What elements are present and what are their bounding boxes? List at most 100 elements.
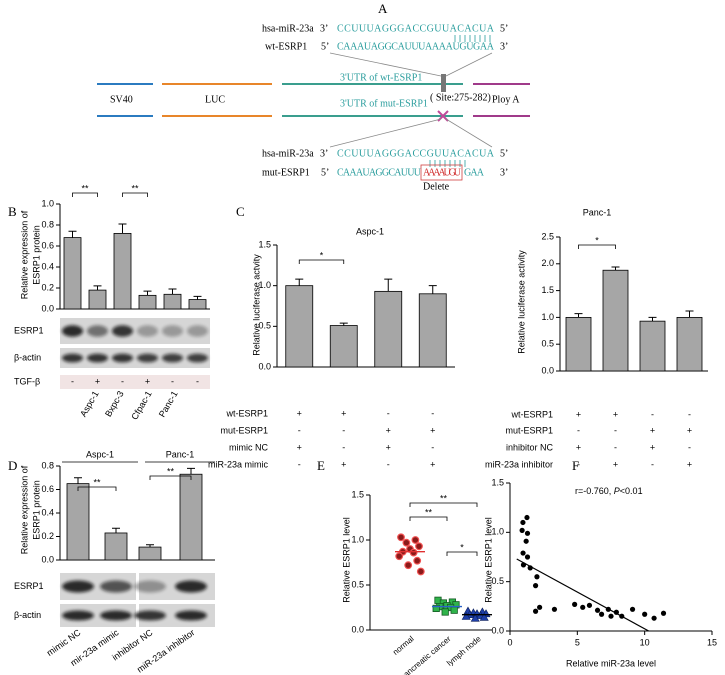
significance-bracket <box>446 551 478 556</box>
treatment-label: inhibitor NC <box>506 442 554 452</box>
error-bar <box>648 316 657 322</box>
y-tick-label: 0.4 <box>41 261 54 271</box>
error-bar <box>187 467 195 475</box>
y-axis-label: Relative ESRP1 level <box>341 517 351 603</box>
error-bar <box>574 313 583 318</box>
y-tick-label: 2.5 <box>541 231 554 241</box>
blot-label: ESRP1 <box>14 581 44 591</box>
y-tick-label: 0.5 <box>351 579 364 589</box>
point <box>520 550 526 556</box>
treatment-sign: + <box>386 442 391 452</box>
significance-bracket <box>578 244 616 249</box>
bar <box>138 546 162 561</box>
annotation-part: <0.01 <box>620 486 643 496</box>
blot-background <box>60 318 210 344</box>
element-label: LUC <box>205 94 225 105</box>
blot-band <box>62 610 94 621</box>
treatment-sign: + <box>297 442 302 452</box>
treatment-sign: - <box>298 425 301 435</box>
blot-band <box>137 353 158 363</box>
y-tick-label: 0.2 <box>41 531 54 541</box>
bar <box>188 299 207 310</box>
treatment-sign: - <box>577 459 580 469</box>
treatment-label: miR-23a mimic <box>208 459 269 469</box>
seq-end: 5’ <box>500 148 508 159</box>
bar <box>374 290 403 368</box>
significance-bracket <box>409 502 478 507</box>
bar <box>565 316 592 372</box>
treatment-sign: - <box>387 459 390 469</box>
bar <box>113 232 132 310</box>
bar <box>179 473 203 561</box>
point <box>537 604 543 610</box>
x-tick-label: lymph node <box>445 634 483 668</box>
x-tick-label: Aspc-1 <box>78 389 101 418</box>
error-bar <box>168 288 177 295</box>
y-axis-label: Relative luciferase actvity <box>251 254 261 356</box>
blot-band <box>100 610 132 621</box>
point <box>441 608 449 616</box>
connector <box>329 52 493 77</box>
point <box>598 611 605 617</box>
treatment-background <box>60 375 210 389</box>
treatment-label: wt-ESRP1 <box>510 409 553 419</box>
y-tick-label: 1.5 <box>491 477 504 487</box>
y-tick-label: 0.8 <box>41 460 54 470</box>
mirna-name: hsa-miR-23a <box>262 148 314 159</box>
point <box>642 611 648 617</box>
error-bar <box>143 290 152 296</box>
y-tick-label: 2.0 <box>541 258 554 268</box>
y-tick-label: 0.6 <box>41 484 54 494</box>
y-tick-label: 1.5 <box>258 239 271 249</box>
target-name: mut-ESRP1 <box>262 167 310 178</box>
y-tick-label: 1.0 <box>541 312 554 322</box>
bar <box>676 316 703 372</box>
point <box>470 613 480 622</box>
blot-label: β-actin <box>14 352 41 362</box>
point <box>479 612 489 621</box>
element-label: SV40 <box>110 94 133 105</box>
treatment-sign: + <box>613 459 618 469</box>
point <box>520 519 526 526</box>
y-tick-label: 0.0 <box>491 625 504 635</box>
target-seq: CAAAUAGGCAUUU <box>337 167 422 178</box>
target-seq: GAA <box>464 167 485 178</box>
blot-band <box>137 325 158 337</box>
error-bar <box>118 223 127 234</box>
y-tick-label: 0.8 <box>41 219 54 229</box>
significance-label: ** <box>81 183 89 193</box>
x-tick-label: 10 <box>640 637 650 647</box>
blot-label: ESRP1 <box>14 325 44 335</box>
y-tick-label: 0.2 <box>41 282 54 292</box>
blot-background <box>60 348 210 368</box>
blot-band <box>112 325 133 337</box>
treatment-sign: + <box>95 376 100 386</box>
connector <box>329 118 493 148</box>
blot-band <box>62 325 83 337</box>
target-seq: CAAAUAGGCAUUUAAAAUGUGAA <box>337 41 495 52</box>
treatment-label: mut-ESRP1 <box>220 425 268 435</box>
group-label: Panc-1 <box>166 449 195 459</box>
point <box>660 610 667 616</box>
y-tick-label: 0.0 <box>258 361 271 371</box>
treatment-label: mimic NC <box>229 442 268 452</box>
point <box>402 538 411 547</box>
significance-label: * <box>460 542 464 552</box>
y-tick-label: 0.5 <box>541 339 554 349</box>
y-tick-label: 0.0 <box>41 303 54 313</box>
treatment-sign: + <box>650 425 655 435</box>
group-label: Aspc-1 <box>86 449 114 459</box>
mirna-seq: CCUUUAGGGACCGUUACACUA <box>337 23 495 34</box>
element-label: Ploy A <box>492 94 520 105</box>
treatment-sign: - <box>431 408 434 418</box>
error-bar <box>295 278 304 286</box>
annotation: r=-0.760, P<0.01 <box>575 486 643 496</box>
treatment-sign: + <box>650 442 655 452</box>
x-tick-label: normal <box>391 634 416 657</box>
bar <box>104 532 128 561</box>
panel-label: E <box>317 458 325 473</box>
treatment-sign: + <box>576 442 581 452</box>
error-bar <box>428 285 437 294</box>
y-axis-label: Relative ESRP1 level <box>483 517 493 603</box>
treatment-label: TGF-β <box>14 376 40 386</box>
